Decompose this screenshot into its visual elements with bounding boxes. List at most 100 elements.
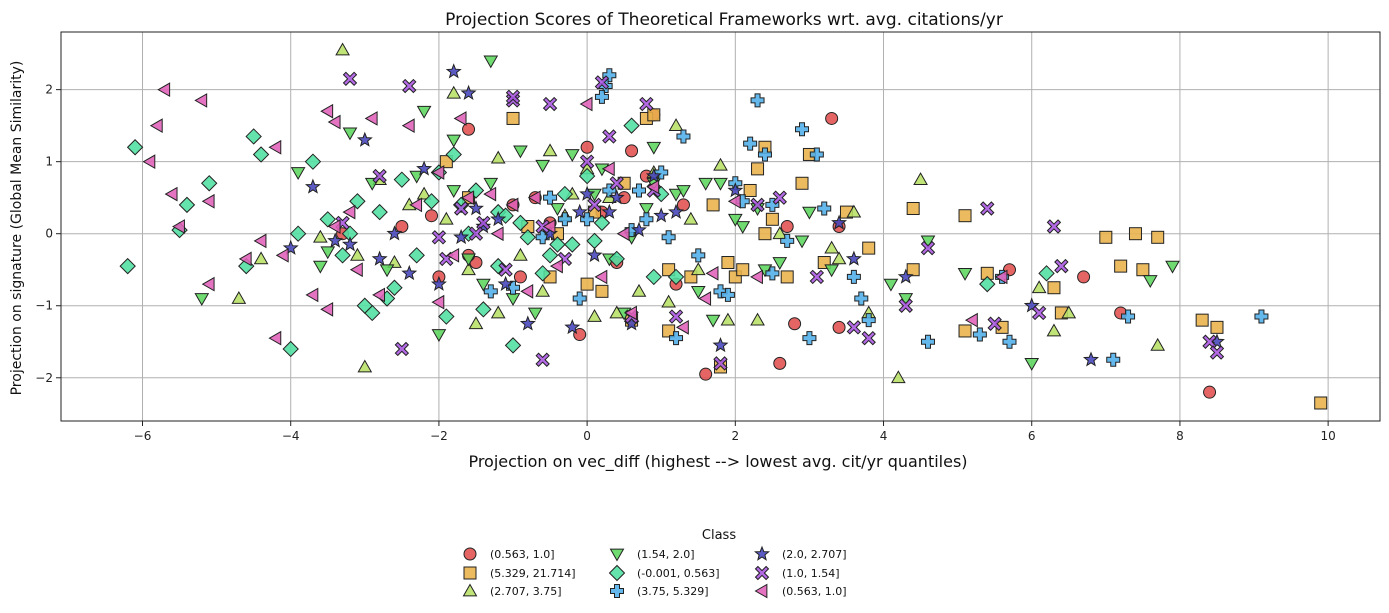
data-point-x: [639, 96, 654, 112]
data-point-star: [1023, 297, 1040, 313]
data-point-diamond: [667, 268, 685, 286]
data-point-triangle-left: [461, 190, 474, 206]
data-point-square: [662, 324, 676, 338]
data-point-plus: [661, 230, 676, 245]
data-point-star: [519, 315, 536, 331]
data-point-x: [1031, 305, 1047, 321]
data-point-plus: [676, 129, 691, 144]
data-point-triangle-up: [468, 316, 484, 330]
data-point-square: [580, 277, 594, 291]
data-point-triangle-left: [349, 262, 363, 278]
data-point-triangle-down: [698, 177, 714, 191]
data-point-triangle-down: [505, 293, 521, 307]
data-point-x: [498, 262, 513, 277]
x-tick-label: 6: [1028, 429, 1036, 443]
data-point-triangle-left: [275, 247, 289, 263]
data-point-square: [906, 201, 920, 215]
data-point-triangle-up: [1031, 280, 1047, 294]
data-point-triangle-up: [335, 42, 350, 56]
data-point-square: [595, 284, 609, 298]
data-point-star: [601, 203, 618, 219]
data-point-triangle-down: [564, 149, 580, 162]
legend-marker-triangle-up: [462, 583, 478, 597]
data-point-triangle-down: [727, 213, 743, 227]
data-point-plus: [557, 212, 572, 227]
data-point-square: [706, 198, 720, 212]
data-point-star: [445, 63, 462, 79]
data-point-diamond: [304, 153, 322, 170]
data-point-triangle-left: [579, 96, 593, 112]
data-point-triangle-up: [772, 226, 788, 240]
data-point-triangle-left: [320, 301, 334, 317]
data-point-diamond: [126, 139, 144, 156]
data-point-x: [668, 309, 684, 324]
data-point-x: [468, 226, 484, 241]
data-point-triangle-up: [913, 172, 928, 186]
data-point-triangle-left: [490, 226, 504, 242]
x-tick-label: 4: [880, 429, 888, 443]
x-axis-label: Projection on vec_diff (highest --> lowe…: [468, 452, 967, 472]
data-point-square: [743, 183, 757, 197]
data-point-star: [668, 203, 685, 219]
data-point-triangle-up: [690, 262, 706, 276]
data-point-triangle-down: [735, 221, 751, 235]
data-point-triangle-left: [520, 283, 534, 299]
data-point-circle: [513, 270, 527, 284]
data-point-triangle-down: [705, 314, 721, 328]
data-point-triangle-left: [601, 161, 615, 177]
data-point-square: [736, 263, 750, 277]
axis-ticks: −6 −4 −2 0 2 4 6 8 10 −2 −1 0 1 2: [35, 83, 1335, 443]
data-point-x: [772, 190, 787, 205]
data-point-square: [1210, 320, 1224, 334]
legend-entry-label: (1.0, 1.54]: [782, 567, 840, 580]
data-point-plus: [750, 93, 765, 108]
legend-marker-square: [463, 566, 477, 580]
data-point-triangle-left: [142, 154, 156, 170]
data-point-triangle-up: [587, 309, 602, 322]
data-point-triangle-up: [461, 262, 476, 276]
data-point-triangle-left: [268, 330, 282, 346]
data-point-star: [845, 250, 862, 266]
data-point-plus: [795, 122, 810, 137]
data-point-plus: [691, 248, 706, 263]
data-point-diamond: [578, 167, 596, 185]
data-point-plus: [631, 183, 646, 198]
data-point-diamond: [371, 203, 388, 221]
data-point-square: [647, 108, 661, 122]
data-point-plus: [861, 313, 876, 328]
data-point-square: [862, 241, 876, 255]
data-point-triangle-up: [513, 247, 528, 261]
data-point-x: [402, 78, 417, 94]
data-point-square: [958, 324, 972, 338]
data-point-plus: [669, 331, 684, 346]
data-point-star: [453, 228, 470, 245]
data-point-triangle-left: [505, 197, 519, 213]
data-point-diamond: [549, 236, 566, 253]
data-point-square: [1195, 313, 1209, 327]
data-points: [119, 42, 1328, 410]
data-point-star: [630, 221, 647, 237]
data-point-triangle-left: [616, 226, 630, 242]
data-point-x: [861, 330, 876, 346]
data-point-star: [460, 84, 477, 101]
data-point-diamond: [556, 185, 574, 203]
data-point-triangle-up: [1150, 337, 1166, 351]
data-point-triangle-down: [194, 293, 210, 307]
data-point-diamond: [408, 247, 425, 264]
data-point-triangle-down: [794, 235, 810, 249]
data-point-square: [780, 270, 794, 284]
data-point-star: [608, 189, 625, 205]
data-point-square: [958, 209, 972, 223]
chart-title: Projection Scores of Theoretical Framewo…: [445, 10, 1003, 30]
data-point-triangle-down: [342, 127, 358, 141]
data-point-plus: [846, 269, 861, 284]
data-point-diamond: [393, 171, 411, 188]
legend-entry-label: (2.0, 2.707]: [782, 548, 847, 561]
data-point-star: [586, 246, 603, 263]
data-point-x: [898, 298, 913, 313]
legend-title: Class: [702, 528, 736, 543]
data-point-plus: [1106, 352, 1121, 367]
legend-marker-triangle-down: [609, 548, 625, 562]
data-point-triangle-up: [1061, 305, 1077, 319]
data-point-x: [713, 356, 728, 371]
